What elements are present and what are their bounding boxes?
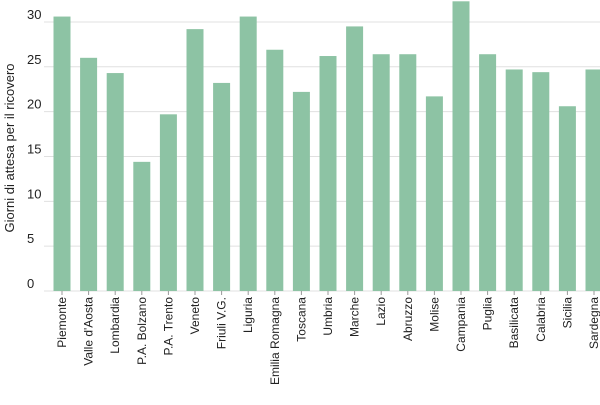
bar-valle-d-aosta (80, 58, 97, 291)
x-tick-label: Liguria (241, 297, 255, 333)
x-tick-label: Marche (348, 297, 362, 337)
y-tick-labels: 0 5 10 15 20 25 30 (27, 7, 41, 291)
bar-campania (453, 1, 470, 291)
bar-puglia (479, 54, 496, 291)
bar-umbria (320, 56, 337, 291)
bar-toscana (293, 92, 310, 291)
y-tick-label: 25 (27, 52, 41, 67)
bar-molise (426, 96, 443, 291)
x-tick-label: Lombardia (108, 297, 122, 354)
x-tick-label: Puglia (481, 297, 495, 331)
bar-emilia-romagna (266, 50, 283, 291)
x-tick-label: Toscana (294, 297, 308, 342)
bars (54, 1, 600, 291)
x-tick-label: Valle d'Aosta (82, 297, 96, 366)
y-axis-title: Giorni di attesa per il ricovero (2, 63, 17, 232)
x-tick-label: P.A. Trento (161, 297, 175, 356)
bar-piemonte (54, 17, 71, 291)
bar-calabria (532, 72, 549, 291)
x-tick-label: P.A. Bolzano (135, 297, 149, 365)
bar-sardegna (586, 69, 600, 291)
x-tick-label: Campania (454, 297, 468, 352)
y-tick-label: 30 (27, 7, 41, 22)
y-tick-label: 10 (27, 186, 41, 201)
y-tick-label: 20 (27, 97, 41, 112)
x-tick-label: Molise (427, 297, 441, 332)
x-tick-label: Emilia Romagna (268, 297, 282, 385)
bar-basilicata (506, 69, 523, 291)
bar-veneto (187, 29, 204, 291)
x-tick-label: Abruzzo (401, 297, 415, 341)
bar-marche (346, 26, 363, 291)
x-tick-label: Umbria (321, 297, 335, 336)
x-tick-label: Friuli V.G. (215, 297, 229, 349)
bar-p-a-bolzano (133, 162, 150, 291)
y-tick-label: 15 (27, 141, 41, 156)
x-tick-label: Veneto (188, 297, 202, 335)
x-tick-label: Sicilia (560, 297, 574, 329)
y-tick-label: 0 (27, 276, 34, 291)
x-tick-label: Piemonte (55, 297, 69, 348)
x-tick-label: Calabria (534, 297, 548, 342)
y-tick-label: 5 (27, 231, 34, 246)
x-tick-label: Sardegna (587, 297, 600, 349)
bar-p-a-trento (160, 114, 177, 291)
x-tick-label: Basilicata (507, 297, 521, 349)
bar-liguria (240, 17, 257, 291)
bar-friuli-v-g- (213, 83, 230, 291)
x-tick-label: Lazio (374, 297, 388, 326)
bar-abruzzo (399, 54, 416, 291)
bar-sicilia (559, 106, 576, 291)
x-tick-labels: Piemonte Valle d'Aosta Lombardia P.A. Bolza… (55, 291, 600, 385)
bar-lazio (373, 54, 390, 291)
bar-lombardia (107, 73, 124, 291)
